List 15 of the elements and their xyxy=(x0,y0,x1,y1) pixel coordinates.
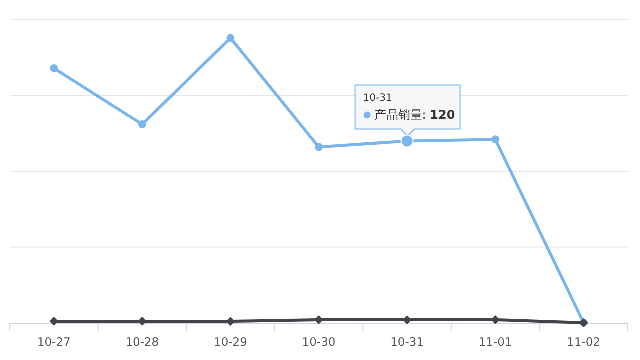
x-tick-label: 10-27 xyxy=(37,335,71,349)
x-tick-label: 10-30 xyxy=(302,335,336,349)
x-tick-label: 10-29 xyxy=(214,335,248,349)
annotation: 10-31 xyxy=(363,93,392,104)
legend-label: 产品销量: xyxy=(374,108,430,122)
point xyxy=(492,136,500,144)
point xyxy=(138,120,146,129)
x-tick-label: 10-31 xyxy=(390,335,424,349)
point xyxy=(315,143,323,152)
x-tick-label: 11-02 xyxy=(567,335,601,349)
data-label: 120 xyxy=(430,108,456,122)
x-tick-label: 11-01 xyxy=(478,335,512,349)
point xyxy=(50,64,58,72)
x-tick-label: 10-28 xyxy=(126,335,160,349)
point xyxy=(226,34,235,42)
